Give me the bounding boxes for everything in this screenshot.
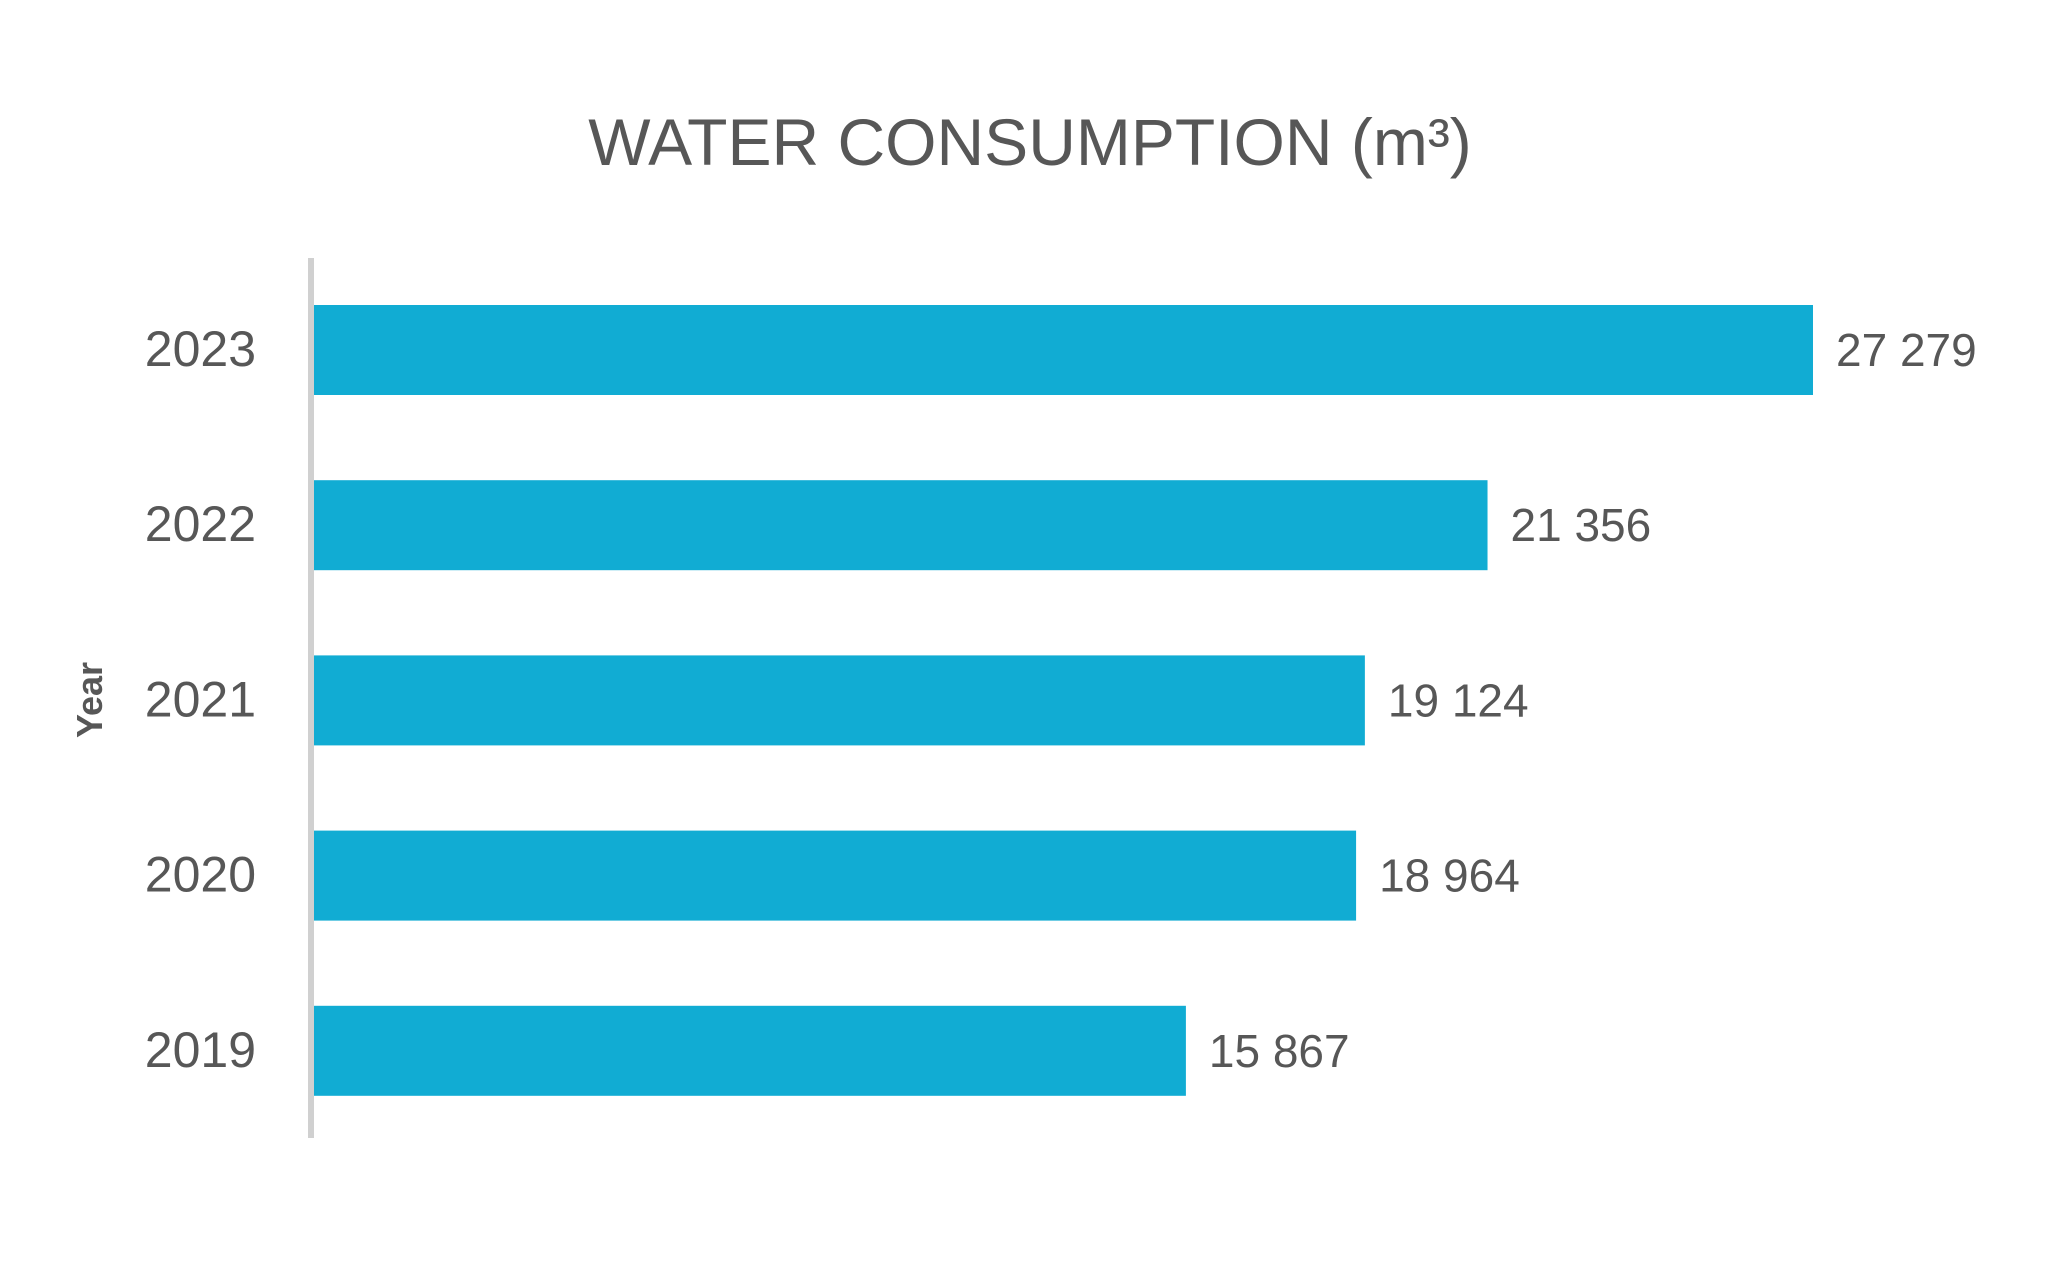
bar-2023	[314, 305, 1813, 395]
y-tick-label-2021: 2021	[145, 671, 256, 727]
bar-2022	[314, 480, 1488, 571]
bars-group: 2023 27 279 2022 21 356 2021 19 124 2020 18 964…	[145, 305, 1977, 1096]
bar-2021	[314, 655, 1365, 746]
y-tick-label-2022: 2022	[145, 496, 256, 552]
data-label-2022: 21 356	[1511, 499, 1652, 551]
y-tick-label-2019: 2019	[145, 1022, 256, 1078]
y-tick-label-2020: 2020	[145, 847, 256, 903]
y-tick-label-2023: 2023	[145, 321, 256, 377]
bar-2019	[314, 1005, 1186, 1096]
bar-2020	[314, 830, 1357, 921]
data-label-2023: 27 279	[1836, 324, 1977, 376]
chart-title: WATER CONSUMPTION (m³)	[588, 105, 1472, 179]
data-label-2020: 18 964	[1379, 850, 1520, 902]
data-label-2021: 19 124	[1388, 674, 1529, 726]
data-label-2019: 15 867	[1209, 1025, 1350, 1077]
y-axis-label: Year	[69, 662, 110, 738]
